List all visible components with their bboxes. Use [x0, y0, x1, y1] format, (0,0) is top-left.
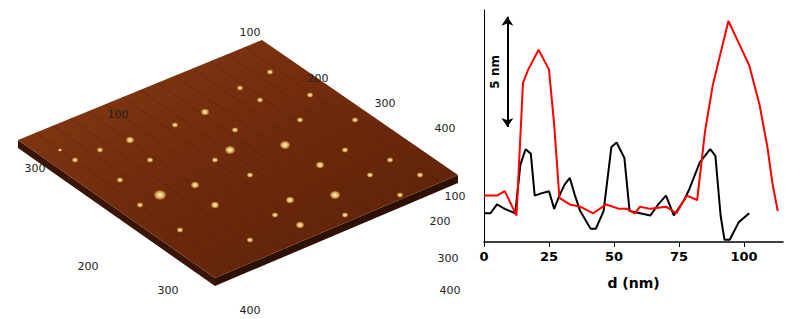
svg-text:200: 200 [430, 215, 451, 228]
svg-text:100: 100 [730, 249, 757, 264]
svg-text:100: 100 [445, 190, 466, 203]
svg-text:300: 300 [438, 252, 459, 265]
svg-text:300: 300 [158, 284, 179, 297]
svg-text:400: 400 [435, 122, 456, 135]
svg-text:25: 25 [540, 249, 558, 264]
svg-text:75: 75 [670, 249, 688, 264]
svg-text:100: 100 [240, 26, 261, 39]
svg-text:d (nm): d (nm) [607, 275, 659, 291]
svg-text:400: 400 [440, 284, 461, 297]
svg-text:300: 300 [25, 162, 46, 175]
svg-text:400: 400 [240, 304, 261, 317]
svg-text:50: 50 [605, 249, 623, 264]
svg-text:100: 100 [108, 108, 129, 121]
svg-text:0: 0 [479, 249, 488, 264]
svg-text:5 nm: 5 nm [488, 55, 502, 89]
svg-text:200: 200 [78, 260, 99, 273]
svg-text:200: 200 [308, 72, 329, 85]
svg-text:300: 300 [375, 97, 396, 110]
